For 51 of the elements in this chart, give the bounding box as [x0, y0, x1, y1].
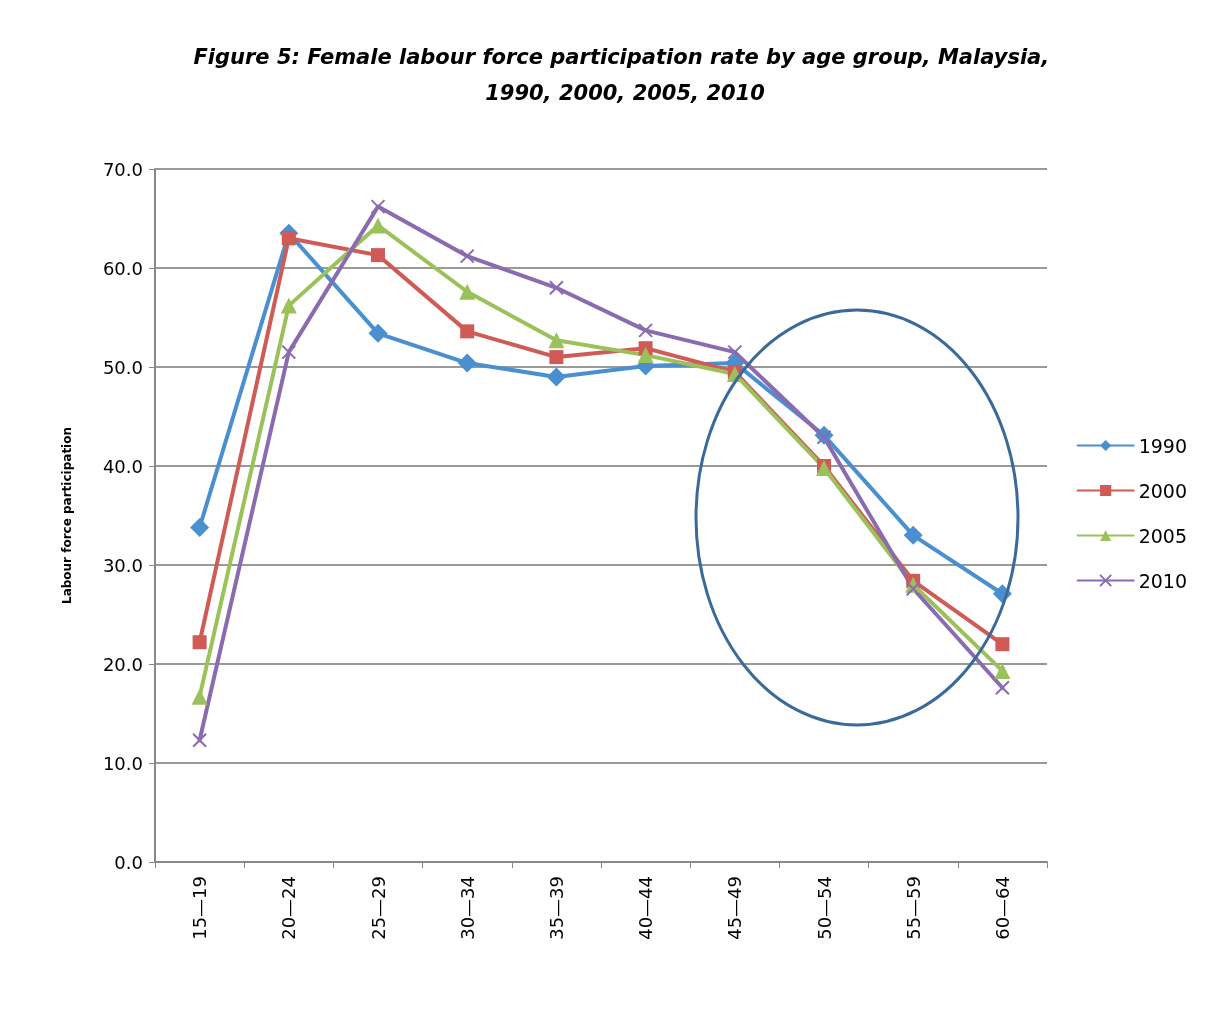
point: [546, 367, 566, 387]
y-tick-label: 70.0: [102, 158, 143, 180]
point: [548, 332, 565, 349]
point: [994, 662, 1011, 679]
point: [280, 297, 297, 314]
legend-label: 2000: [1138, 479, 1188, 502]
x-tick-label: 15—19: [189, 876, 211, 940]
point: [281, 344, 297, 360]
point: [638, 322, 654, 338]
point: [549, 350, 564, 365]
legend-label: 2010: [1138, 569, 1188, 592]
point: [727, 344, 743, 360]
chart-title: Figure 5: Female labour force participation rate by age group, Malaysia, 1990, 2000, 2005, 2010: [193, 45, 1057, 105]
y-tick-label: 10.0: [102, 752, 143, 774]
x-tick-label: 35—39: [545, 876, 567, 940]
y-tick-label: 20.0: [102, 653, 143, 675]
y-tick-label: 0.0: [114, 851, 143, 873]
x-tick-label: 25—29: [367, 876, 389, 940]
x-tick-label: 20—24: [278, 876, 300, 940]
point: [191, 688, 208, 705]
x-tick-label: 60—64: [991, 876, 1013, 940]
x-tick-label: 30—34: [456, 876, 478, 940]
legend-label: 2005: [1138, 524, 1188, 547]
point: [637, 347, 654, 364]
point: [457, 353, 477, 373]
point: [281, 231, 296, 246]
x-tick-label: 40—44: [635, 876, 657, 940]
point: [905, 581, 921, 597]
point: [190, 517, 210, 537]
point: [548, 280, 564, 296]
point: [371, 248, 385, 263]
x-tick-label: 55—59: [902, 876, 924, 940]
point: [903, 525, 923, 545]
x-tick-label: 50—54: [813, 876, 835, 940]
y-tick-label: 40.0: [102, 455, 143, 477]
point: [459, 283, 476, 300]
point: [460, 324, 475, 339]
y-tick-label: 50.0: [102, 356, 143, 378]
x-tick-label: 45—49: [724, 876, 746, 940]
point: [459, 248, 475, 264]
point: [994, 680, 1010, 696]
point: [370, 199, 386, 215]
legend-label: 1990: [1138, 434, 1188, 457]
point: [192, 635, 207, 650]
point: [368, 323, 388, 343]
point: [370, 217, 386, 234]
y-tick-label: 30.0: [102, 554, 143, 576]
point: [995, 637, 1010, 652]
point: [192, 732, 208, 748]
y-axis-title: Labour force participation: [60, 426, 74, 605]
y-tick-label: 60.0: [102, 257, 143, 279]
